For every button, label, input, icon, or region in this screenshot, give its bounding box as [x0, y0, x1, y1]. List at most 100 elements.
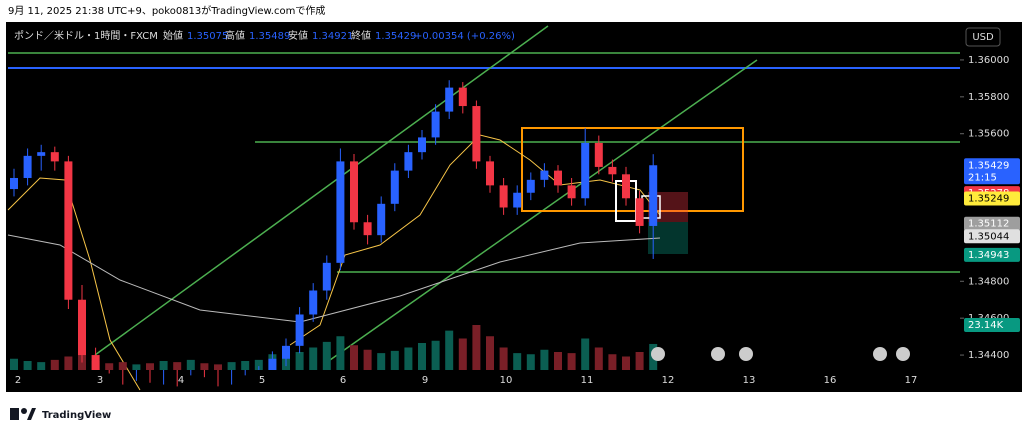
price-badge-label: 1.35429: [968, 160, 1009, 171]
candle-body: [91, 355, 100, 370]
volume-bar: [445, 330, 454, 370]
volume-bar: [499, 347, 508, 370]
low-label: 安値: [288, 29, 308, 42]
close: 1.35429: [375, 31, 416, 42]
volume-bar: [608, 354, 617, 370]
change: +0.00354 (+0.26%): [414, 31, 515, 42]
candle-body: [445, 87, 454, 112]
price-tick-label: 1.35800: [968, 92, 1009, 103]
volume-bar: [635, 352, 644, 370]
price-tick-label: 1.34400: [968, 350, 1009, 361]
volume-bar: [513, 353, 522, 370]
currency-button[interactable]: [965, 27, 1001, 47]
volume-bar: [50, 359, 59, 370]
volume-bar: [363, 349, 372, 370]
volume-bar: [214, 364, 222, 370]
legend: ポンド／米ドル・1時間・FXCM 始値 1.35075 高値 1.35489 安…: [14, 29, 515, 42]
volume-bar: [322, 341, 331, 370]
volume-bar: [404, 347, 413, 370]
candle-body: [608, 166, 617, 175]
volume-bar: [336, 336, 345, 370]
candle-body: [64, 161, 73, 300]
candle-body: [635, 198, 644, 226]
candle-body: [363, 222, 372, 236]
volume-bar: [554, 352, 562, 370]
price-tick-label: 1.34800: [968, 276, 1009, 287]
high: 1.35489: [249, 31, 290, 42]
volume-bar: [581, 338, 590, 370]
candle-body: [513, 192, 522, 208]
candle-body: [499, 185, 508, 208]
price-tick-label: 1.36000: [968, 55, 1009, 66]
time-label: 3: [97, 375, 103, 386]
volume-badge-label: 23.14K: [968, 320, 1004, 331]
volume-bar: [309, 347, 318, 370]
candle-body: [350, 161, 358, 223]
currency[interactable]: USD: [972, 32, 994, 43]
volume-bar: [622, 356, 630, 370]
time-label: 4: [178, 375, 184, 386]
candle-body: [526, 179, 535, 193]
symbol: ポンド／米ドル・1時間・FXCM: [14, 29, 158, 42]
candle-body: [486, 161, 494, 186]
candle-body: [295, 314, 304, 346]
candle-body: [472, 106, 481, 162]
time-label: 10: [500, 375, 513, 386]
price-badge-sublabel: 21:15: [968, 172, 997, 183]
volume-bar: [418, 343, 426, 370]
candle-body: [10, 177, 18, 190]
candle-body: [567, 185, 576, 199]
volume-bar: [146, 363, 154, 370]
time-label: 17: [905, 375, 918, 386]
volume-bar: [64, 356, 73, 370]
price-badge-label: 1.35044: [968, 231, 1009, 242]
price-badge: [964, 247, 1020, 262]
volume-bar: [200, 363, 209, 370]
volume-bar: [458, 338, 467, 370]
time-label: 16: [824, 375, 837, 386]
footer: [0, 392, 1024, 441]
candle-body: [404, 152, 413, 171]
time-label: 11: [581, 375, 594, 386]
caption: 9月 11, 2025 21:38 UTC+9、poko0813がTrading…: [8, 4, 325, 17]
volume-bar: [295, 352, 304, 370]
candle-body: [649, 165, 658, 226]
volume-bar: [540, 349, 549, 370]
candle-body: [50, 152, 59, 162]
low: 1.34921: [312, 31, 353, 42]
time-label: 13: [743, 375, 756, 386]
volume-bar: [431, 340, 440, 370]
price-badge-label: 1.34943: [968, 250, 1009, 261]
price-badge-label: 1.35112: [968, 219, 1009, 230]
open: 1.35075: [187, 31, 228, 42]
close-label: 終値: [351, 29, 371, 42]
candle-body: [282, 345, 290, 359]
volume-bar: [37, 362, 46, 370]
volume-bar: [377, 353, 386, 370]
volume-bar: [227, 362, 236, 370]
volume-bar: [254, 359, 263, 370]
candle-body: [37, 152, 46, 156]
logo: [10, 408, 36, 420]
volume-bar: [350, 345, 358, 370]
time-label: 5: [259, 375, 265, 386]
price-tick-label: 1.35600: [968, 129, 1009, 140]
price-badge: [964, 216, 1020, 231]
candle-body: [390, 170, 399, 204]
high-label: 高値: [225, 29, 245, 42]
brand: TradingView: [42, 410, 111, 421]
candle-body: [336, 161, 345, 263]
time-label: 12: [662, 375, 675, 386]
volume-bar: [526, 354, 535, 370]
open-label: 始値: [163, 29, 183, 42]
candle-body: [418, 137, 426, 153]
volume-bar: [241, 361, 250, 370]
volume-bar: [159, 361, 168, 370]
price-badge: [964, 191, 1020, 206]
volume-bar: [132, 364, 141, 370]
price-badge: [964, 158, 1020, 185]
volume-bar: [118, 362, 127, 370]
candle-body: [322, 262, 331, 291]
time-label: 6: [340, 375, 346, 386]
